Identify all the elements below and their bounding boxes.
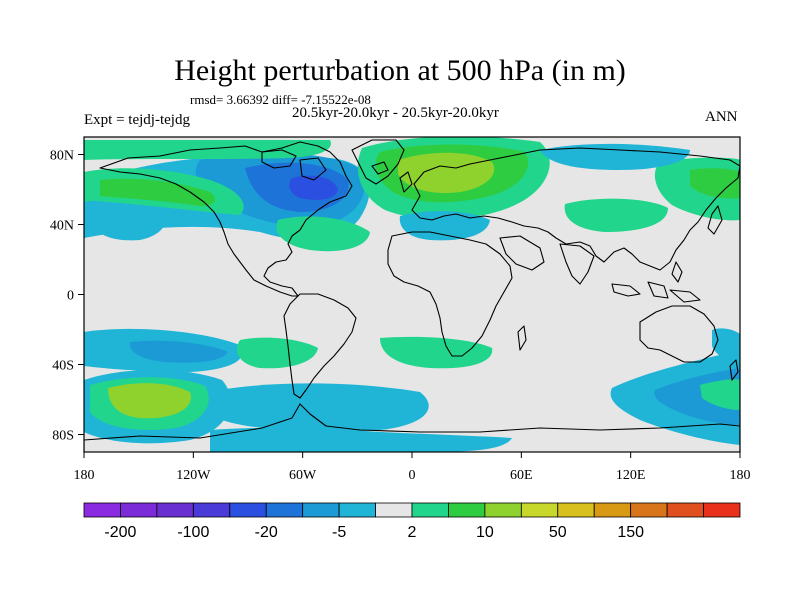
y-tick-label: 40S — [52, 359, 74, 374]
colorbar-label: -200 — [104, 524, 136, 541]
colorbar-box — [520, 502, 559, 518]
y-tick-label: 40N — [50, 219, 74, 234]
x-axis: 180 120W 60W 0 60E 120E 180 — [74, 452, 751, 483]
colorbar-box — [703, 502, 741, 518]
y-tick-label: 0 — [67, 289, 74, 304]
colorbar-box — [484, 502, 522, 518]
anomaly-south-pacific — [84, 328, 243, 444]
colorbar-label: -20 — [255, 524, 278, 541]
time-period-label: 20.5kyr-20.0kyr - 20.5kyr-20.0kyr — [292, 105, 499, 121]
x-tick-label: 180 — [74, 468, 95, 483]
colorbar-box — [302, 502, 340, 518]
contour-fill-layer — [84, 137, 740, 452]
plot-title: Height perturbation at 500 hPa (in m) — [174, 54, 626, 87]
coast-eurasia — [411, 147, 740, 271]
x-tick-label: 60E — [510, 468, 533, 483]
coast-australia — [639, 305, 719, 363]
colorbar-label: 2 — [408, 524, 417, 541]
colorbar-box — [557, 502, 595, 518]
colorbar-box — [666, 502, 704, 518]
x-tick-label: 120E — [616, 468, 646, 483]
colorbar-box — [192, 502, 231, 518]
colorbar-box — [229, 502, 267, 518]
coastlines — [84, 139, 740, 452]
colorbar-box — [156, 502, 194, 518]
colorbar-label: 150 — [617, 524, 644, 541]
y-tick-label: 80N — [50, 149, 74, 164]
anomaly-north-pacific-asia — [84, 157, 740, 221]
colorbar-box — [411, 502, 449, 518]
experiment-label: Expt = tejdj-tejdg — [84, 112, 190, 128]
x-tick-label: 60W — [289, 468, 317, 483]
colorbar-label: -5 — [332, 524, 346, 541]
coast-south-america — [283, 293, 357, 399]
colorbar-box — [593, 502, 632, 518]
anomaly-arctic-asia — [540, 143, 690, 170]
anomaly-atlantic-40n — [276, 216, 370, 252]
x-tick-label: 180 — [730, 468, 751, 483]
colorbar-box — [83, 502, 121, 518]
x-tick-label: 0 — [409, 468, 416, 483]
season-label: ANN — [705, 109, 738, 125]
rmsd-diff-stats: rmsd= 3.66392 diff= -7.15522e-08 — [190, 92, 371, 107]
x-tick-label: 120W — [176, 468, 211, 483]
coast-africa — [387, 231, 513, 357]
anomaly-southern-indian — [610, 328, 740, 445]
colorbar-box — [338, 502, 376, 518]
coast-north-america — [99, 141, 353, 297]
anomaly-central-asia — [564, 198, 668, 232]
coast-antarctica — [84, 403, 740, 452]
anomaly-north-america — [84, 140, 370, 241]
colorbar-label: 50 — [549, 524, 567, 541]
colorbar-label: -100 — [177, 524, 209, 541]
colorbar-box — [375, 502, 413, 518]
colorbar-box — [630, 502, 668, 518]
anomaly-south-atlantic — [210, 336, 512, 452]
colorbar-box — [120, 502, 158, 518]
y-axis: 80N 40N 0 40S 80S — [50, 149, 84, 444]
coast-greenland — [351, 139, 405, 185]
colorbar-box — [265, 502, 304, 518]
colorbar-box — [448, 502, 486, 518]
colorbar-label: 10 — [476, 524, 494, 541]
colorbar: -200 -100 -20 -5 2 10 50 150 — [83, 502, 741, 541]
y-tick-label: 80S — [52, 429, 74, 444]
